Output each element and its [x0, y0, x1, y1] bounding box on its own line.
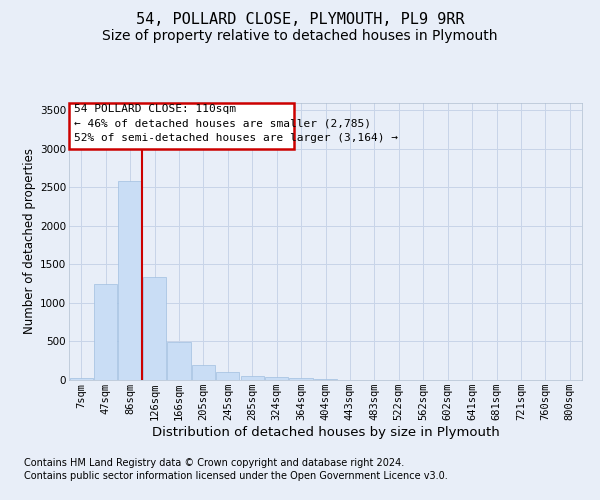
Bar — [289, 378, 313, 380]
Text: 54, POLLARD CLOSE, PLYMOUTH, PL9 9RR: 54, POLLARD CLOSE, PLYMOUTH, PL9 9RR — [136, 12, 464, 28]
Bar — [118, 181, 142, 380]
Bar — [314, 379, 337, 380]
Bar — [192, 364, 215, 380]
Text: Contains HM Land Registry data © Crown copyright and database right 2024.: Contains HM Land Registry data © Crown c… — [24, 458, 404, 468]
Bar — [167, 342, 191, 380]
Text: Size of property relative to detached houses in Plymouth: Size of property relative to detached ho… — [102, 29, 498, 43]
Bar — [70, 378, 93, 380]
Text: Distribution of detached houses by size in Plymouth: Distribution of detached houses by size … — [152, 426, 500, 439]
Bar — [143, 276, 166, 380]
Bar — [94, 284, 117, 380]
Text: Contains public sector information licensed under the Open Government Licence v3: Contains public sector information licen… — [24, 471, 448, 481]
Y-axis label: Number of detached properties: Number of detached properties — [23, 148, 36, 334]
Text: 54 POLLARD CLOSE: 110sqm
← 46% of detached houses are smaller (2,785)
52% of sem: 54 POLLARD CLOSE: 110sqm ← 46% of detach… — [74, 104, 398, 144]
Bar — [241, 376, 264, 380]
Bar — [216, 372, 239, 380]
Bar — [265, 377, 288, 380]
